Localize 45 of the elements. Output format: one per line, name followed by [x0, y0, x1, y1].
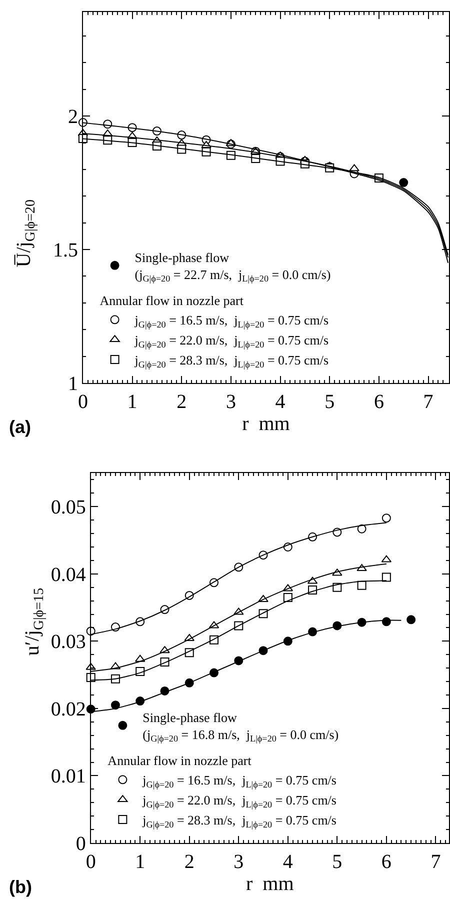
x-tick-label: 3 — [226, 391, 236, 413]
legend-title: Annular flow in nozzle part — [108, 752, 252, 768]
x-tick-label: 6 — [374, 391, 384, 413]
x-tick-label: 1 — [127, 391, 138, 413]
y-tick-label: 0.03 — [50, 631, 86, 654]
point — [349, 164, 360, 172]
x-tick-label: 5 — [324, 391, 335, 413]
y-tick-label: 2 — [68, 106, 78, 128]
y-tick-label: 0.01 — [50, 766, 86, 788]
point — [357, 580, 366, 590]
x-tick-label: 2 — [184, 851, 194, 873]
legend-label: j$_{G|ϕ=20}$ = 28.3 m/s, j$_{L|ϕ=20}$ = 0.75 cm/s — [142, 812, 336, 830]
legend-label: j$_{G|ϕ=20}$ = 22.0 m/s, j$_{L|ϕ=20}$ = 0.75 cm/s — [142, 792, 336, 810]
y-tick-label: 0.04 — [50, 564, 86, 586]
x-tick-label: 7 — [423, 391, 434, 413]
x-tick-label: 7 — [430, 851, 441, 873]
legend-label: j$_{G|ϕ=20}$ = 16.5 m/s, j$_{L|ϕ=20}$ = 0.75 cm/s — [134, 312, 329, 330]
point — [110, 700, 120, 710]
text: (b) — [9, 877, 32, 897]
legend-label: j$_{G|ϕ=20}$ = 16.5 m/s, j$_{L|ϕ=20}$ = 0.75 cm/s — [142, 772, 336, 790]
point — [283, 592, 292, 602]
y-tick-label: 0.05 — [50, 496, 86, 519]
x-axis-title: r mm — [246, 873, 294, 895]
legend-title: Annular flow in nozzle part — [100, 292, 244, 308]
legend-label: j$_{G|ϕ=20}$ = 28.3 m/s, j$_{L|ϕ=20}$ = 0.75 cm/s — [134, 352, 329, 370]
text: (a) — [9, 417, 32, 437]
y-tick-label: 1.5 — [52, 240, 78, 262]
legend-label: Single-phase flow (j$_{G|ϕ=20}$ = 16.8 m/s, j$_{L|ϕ=20}$ = 0.0 cm/s) — [142, 710, 339, 744]
x-tick-label: 5 — [332, 851, 342, 873]
x-tick-label: 2 — [176, 391, 187, 413]
point — [382, 572, 391, 582]
x-tick-label: 4 — [282, 851, 293, 873]
x-axis-title: r mm — [242, 413, 290, 435]
point — [382, 514, 391, 523]
y-tick-label: 1 — [68, 373, 78, 395]
x-tick-label: 3 — [234, 851, 244, 873]
x-tick-label: 1 — [135, 851, 146, 873]
point — [399, 178, 408, 188]
legend-label: j$_{G|ϕ=20}$ = 22.0 m/s, j$_{L|ϕ=20}$ = 0.75 cm/s — [134, 332, 329, 350]
y-tick-label: 0 — [76, 833, 86, 855]
x-tick-label: 4 — [275, 391, 286, 413]
x-tick-label: 6 — [381, 851, 392, 873]
legend-label: Single-phase flow (j$_{G|ϕ=20}$ = 22.7 m/s, j$_{L|ϕ=20}$ = 0.0 cm/s) — [134, 250, 331, 284]
point — [406, 615, 416, 624]
y-tick-label: 0.02 — [50, 698, 86, 720]
